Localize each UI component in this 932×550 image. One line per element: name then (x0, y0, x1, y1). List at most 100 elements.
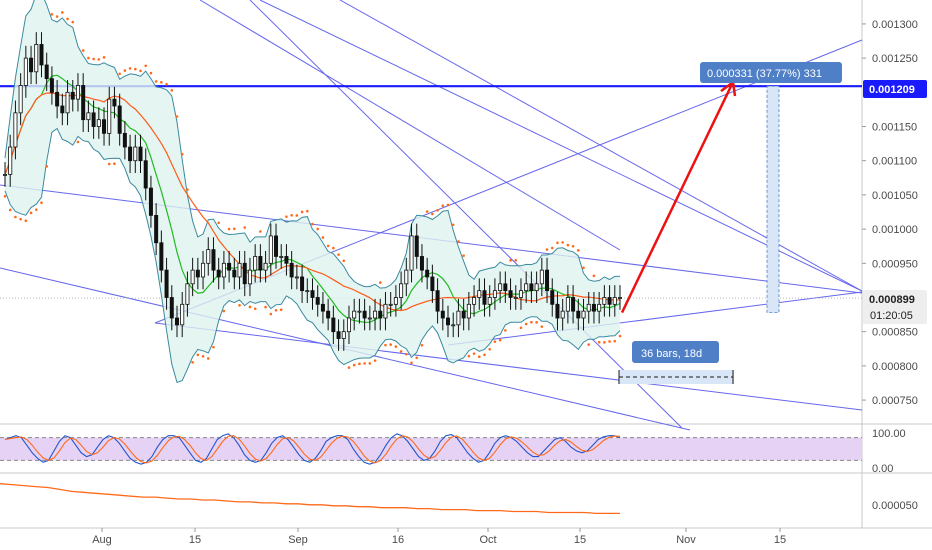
candle-body (571, 297, 576, 312)
target-arrowhead (720, 81, 737, 97)
trendline (249, 0, 683, 429)
candle-body (336, 331, 341, 339)
candle-body (154, 215, 159, 244)
sar-dot (504, 329, 507, 332)
sar-dot (467, 354, 471, 358)
candle-body (513, 297, 518, 299)
sar-dot (269, 312, 273, 316)
candle-body (81, 85, 86, 121)
candle-body (612, 297, 617, 305)
sar-dot (566, 243, 570, 247)
sar-dot (389, 343, 392, 346)
sar-dot (248, 305, 252, 309)
price-tick-label: 0.001300 (872, 19, 918, 31)
candle-body (315, 297, 320, 305)
candle-body (440, 310, 445, 319)
sar-dot (305, 209, 309, 213)
candle-body (18, 85, 23, 114)
sar-dot (76, 140, 80, 144)
candle-body (430, 276, 435, 292)
candle-body (216, 269, 221, 278)
candle-body (346, 317, 351, 333)
overlays (618, 81, 780, 384)
sar-dot (206, 357, 210, 360)
range-label-box[interactable]: 36 bars, 18d (632, 341, 719, 363)
candle-body (128, 146, 133, 162)
candle-body (185, 283, 190, 305)
sar-dot (519, 326, 523, 330)
target-price-value: 0.001209 (869, 84, 915, 96)
sar-dot (243, 226, 247, 229)
time-tick-label: Sep (288, 534, 308, 546)
sar-dot (133, 67, 137, 71)
candle-body (409, 235, 414, 271)
candle-body (367, 317, 372, 320)
candle-body (602, 297, 607, 305)
candle-body (466, 303, 471, 319)
candle-body (487, 297, 492, 305)
candle-body (96, 119, 101, 127)
candle-body (482, 290, 487, 305)
sar-dot (45, 165, 48, 168)
candle-body (383, 303, 388, 319)
sar-dot (603, 341, 606, 344)
candles (3, 32, 623, 351)
sar-dot (118, 72, 121, 76)
candle-body (102, 119, 107, 134)
candle-body (550, 290, 555, 305)
sar-dot (180, 152, 184, 156)
sar-dot (384, 343, 387, 347)
sar-dot (410, 361, 413, 365)
time-tick-label: 15 (189, 534, 201, 546)
sar-dot (592, 274, 596, 278)
candle-body (258, 256, 263, 271)
candle-body (253, 256, 258, 271)
candle-body (86, 112, 91, 121)
sar-dot (571, 245, 575, 248)
sar-dot (556, 241, 559, 245)
stoch-d-line (4, 435, 621, 464)
sar-dot (259, 230, 262, 233)
bollinger-lower (4, 127, 621, 384)
sar-dot (81, 49, 85, 52)
time-tick-label: 15 (574, 534, 586, 546)
sar-dot (227, 227, 231, 231)
candle-body (289, 262, 294, 278)
sar-dot (238, 304, 241, 307)
sar-dot (509, 259, 512, 262)
sar-dot (186, 188, 189, 191)
candle-body (247, 269, 252, 285)
current-price-label: 0.000899 01:20:05 (863, 290, 927, 324)
candle-body (472, 297, 477, 305)
candle-body (352, 310, 357, 319)
sar-dot (24, 219, 28, 222)
candle-body (55, 91, 60, 107)
candle-body (529, 283, 534, 292)
sar-dot (201, 354, 205, 358)
sar-dot (290, 214, 293, 217)
sar-dot (253, 307, 257, 311)
candle-body (8, 146, 13, 175)
candle-body (576, 310, 581, 319)
indicator-tick-label: 0.000050 (872, 500, 918, 512)
time-axis: Aug 15 Sep 16 Oct 15 Nov 15 (92, 528, 786, 546)
candle-body (581, 310, 586, 319)
sar-dot (436, 209, 439, 212)
sar-dot (472, 352, 476, 355)
candle-body (221, 262, 226, 278)
candle-body (545, 269, 550, 292)
sar-dot (97, 58, 101, 61)
sar-dot (457, 240, 460, 243)
measure-label-box[interactable]: 0.000331 (37.77%) 331 (700, 62, 842, 83)
sar-dot (483, 353, 486, 357)
time-tick-label: Nov (676, 534, 696, 546)
candle-body (60, 105, 65, 114)
candle-body (534, 283, 539, 292)
sar-dot (415, 356, 419, 360)
candle-body (49, 78, 54, 93)
sar-dot (577, 249, 580, 252)
target-price-label: 0.001209 (863, 80, 927, 98)
candle-body (310, 290, 315, 298)
stoch-tick-label: 0.00 (872, 463, 893, 475)
